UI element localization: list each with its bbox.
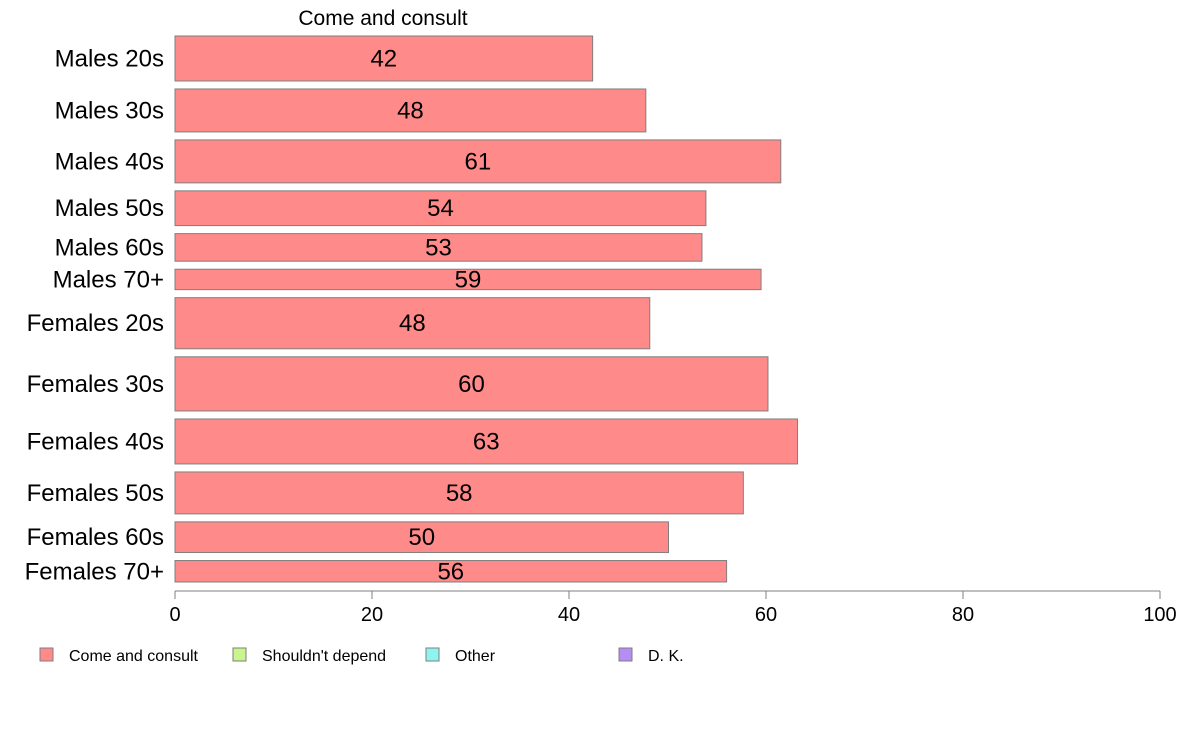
x-tick-label: 60 (755, 604, 777, 626)
category-label: Females 60s (27, 524, 164, 551)
category-label: Females 40s (27, 428, 164, 455)
legend-label: D. K. (648, 648, 684, 665)
bar (174, 233, 703, 262)
bar (174, 356, 769, 412)
data-label: 48 (399, 310, 426, 337)
bar (174, 190, 707, 227)
x-tick-label: 40 (558, 604, 580, 626)
bar (174, 471, 744, 515)
legend-label: Shouldn't depend (262, 648, 386, 665)
category-label: Females 70+ (25, 558, 164, 585)
legend-swatch (232, 647, 247, 662)
category-label: Males 60s (55, 234, 164, 261)
bar (174, 297, 651, 350)
data-label: 56 (437, 558, 464, 585)
category-label: Males 20s (55, 45, 164, 72)
data-label: 53 (425, 234, 452, 261)
bar (174, 521, 669, 554)
legend-swatch (618, 647, 633, 662)
data-label: 48 (397, 97, 424, 124)
data-label: 58 (446, 480, 473, 507)
category-label: Females 30s (27, 371, 164, 398)
data-label: 59 (455, 266, 482, 293)
x-tick-label: 0 (169, 604, 180, 626)
category-label: Females 50s (27, 480, 164, 507)
category-label: Males 70+ (53, 266, 164, 293)
x-tick-label: 100 (1143, 604, 1176, 626)
bars-group: Males 20s 42 Males 30s 48 Males 40s 61 Males 5… (25, 35, 799, 585)
legend-label: Come and consult (69, 648, 199, 665)
data-label: 63 (473, 428, 500, 455)
bar (174, 88, 647, 133)
data-label: 60 (458, 371, 485, 398)
chart-title: Come and consult (298, 7, 467, 30)
bar (174, 35, 594, 82)
category-label: Females 20s (27, 310, 164, 337)
category-label: Males 40s (55, 148, 164, 175)
legend: Come and consult Shouldn't depend Other D. … (39, 647, 684, 665)
bar (174, 418, 799, 465)
x-tick-label: 20 (361, 604, 383, 626)
legend-swatch (39, 647, 54, 662)
data-label: 61 (465, 148, 492, 175)
category-label: Males 50s (55, 195, 164, 222)
x-tick-label: 80 (952, 604, 974, 626)
bar (174, 139, 782, 184)
data-label: 54 (427, 195, 454, 222)
bar (174, 560, 728, 583)
x-axis: 0 20 40 60 80 100 (169, 590, 1177, 626)
data-label: 50 (408, 524, 435, 551)
category-label: Males 30s (55, 97, 164, 124)
legend-label: Other (455, 648, 496, 665)
legend-swatch (425, 647, 440, 662)
bar (174, 268, 762, 291)
data-label: 42 (370, 45, 397, 72)
